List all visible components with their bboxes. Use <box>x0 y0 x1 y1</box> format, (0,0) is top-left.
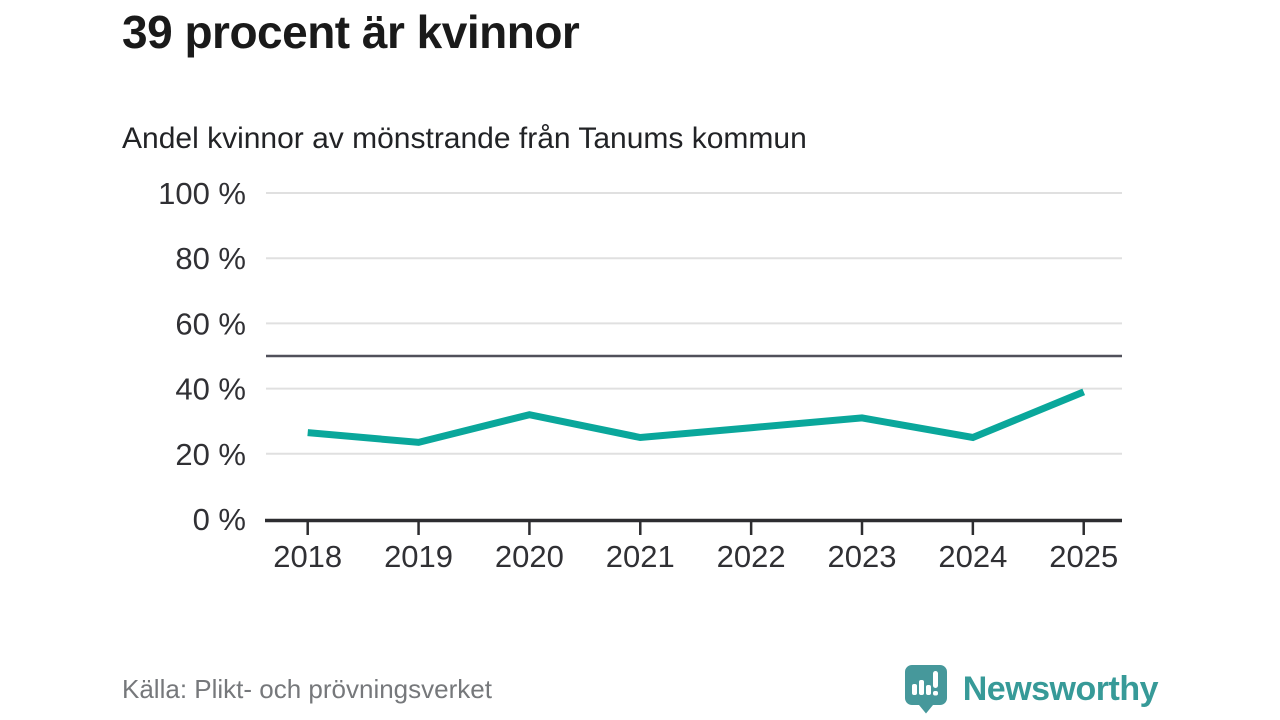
y-axis-tick-label: 80 % <box>175 241 246 276</box>
source-note: Källa: Plikt- och prövningsverket <box>122 673 492 704</box>
chart-footer: Källa: Plikt- och prövningsverket Newswo… <box>122 660 1159 718</box>
newsworthy-chart-bubble-icon <box>904 665 947 714</box>
x-axis-tick-label: 2024 <box>938 539 1007 574</box>
y-axis-tick-label: 100 % <box>158 176 246 211</box>
x-axis-tick-label: 2023 <box>828 539 897 574</box>
x-axis-tick-label: 2018 <box>273 539 342 574</box>
chart-title: 39 procent är kvinnor <box>122 6 580 58</box>
y-axis-tick-label: 0 % <box>193 502 246 537</box>
y-axis-tick-label: 20 % <box>175 437 246 472</box>
x-axis-tick-label: 2020 <box>495 539 564 574</box>
data-line-andel-kvinnor <box>307 388 1086 446</box>
x-axis-tick-label: 2025 <box>1049 539 1118 574</box>
y-axis-tick-label: 60 % <box>175 306 246 341</box>
x-axis-tick-label: 2022 <box>717 539 786 574</box>
chart-subtitle: Andel kvinnor av mönstrande från Tanums … <box>122 122 807 155</box>
y-axis-tick-label: 40 % <box>175 372 246 407</box>
x-axis-tick-label: 2021 <box>606 539 675 574</box>
x-axis-tick-label: 2019 <box>384 539 453 574</box>
newsworthy-logo[interactable]: Newsworthy <box>901 664 1159 714</box>
newsworthy-wordmark: Newsworthy <box>962 669 1159 708</box>
